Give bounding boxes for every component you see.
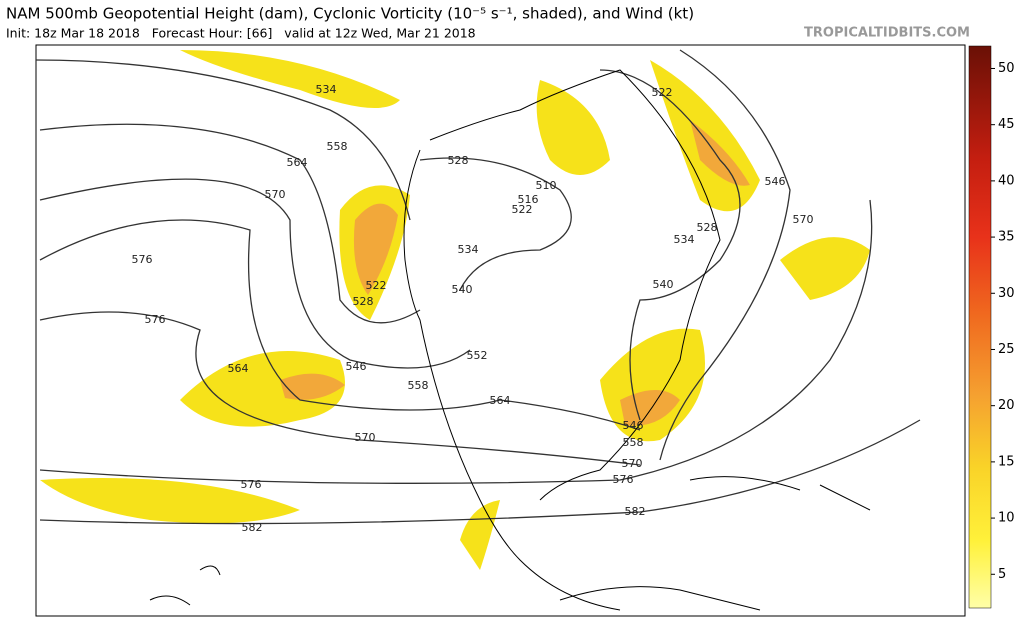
contour-label: 552 <box>467 349 488 362</box>
colorbar-tick-label: 10 <box>998 511 1015 526</box>
contour-label: 522 <box>366 279 387 292</box>
contour-label: 546 <box>623 419 644 432</box>
contour-label: 534 <box>316 83 337 96</box>
contour-label: 522 <box>512 203 533 216</box>
title: NAM 500mb Geopotential Height (dam), Cyc… <box>6 5 694 23</box>
site-credit: TROPICALTIDBITS.COM <box>804 26 970 41</box>
contour-label: 582 <box>625 505 646 518</box>
colorbar-tick-label: 5 <box>998 567 1006 582</box>
colorbar-tick-label: 40 <box>998 173 1015 188</box>
contour-labels: 5345645585285105165225225465705345285345… <box>132 83 814 534</box>
contour-label: 570 <box>622 457 643 470</box>
contour-label: 564 <box>287 156 308 169</box>
subtitle: Init: 18z Mar 18 2018 Forecast Hour: [66… <box>6 26 476 41</box>
map-frame <box>35 44 966 617</box>
contour-label: 510 <box>536 179 557 192</box>
colorbar-tick-label: 25 <box>998 342 1015 357</box>
colorbar-tick-label: 35 <box>998 230 1015 245</box>
map <box>36 49 921 611</box>
colorbar-tick-label: 15 <box>998 454 1015 469</box>
contour-label: 576 <box>145 313 166 326</box>
contour-label: 576 <box>241 478 262 491</box>
contour-label: 546 <box>346 360 367 373</box>
contour-label: 582 <box>242 521 263 534</box>
contour-label: 528 <box>448 154 469 167</box>
contour-label: 516 <box>518 193 539 206</box>
contour-label: 570 <box>265 188 286 201</box>
contour-label: 522 <box>652 86 673 99</box>
colorbar <box>968 45 992 609</box>
contour-label: 570 <box>793 213 814 226</box>
contour-label: 564 <box>228 362 249 375</box>
contour-label: 576 <box>132 253 153 266</box>
colorbar-tick-label: 20 <box>998 398 1015 413</box>
contour-label: 528 <box>697 221 718 234</box>
contour-label: 558 <box>327 140 348 153</box>
colorbar-tick-label: 45 <box>998 117 1015 132</box>
contour-label: 558 <box>408 379 429 392</box>
contour-label: 546 <box>765 175 786 188</box>
contour-label: 534 <box>458 243 479 256</box>
contour-label: 570 <box>355 431 376 444</box>
colorbar-tick-label: 50 <box>998 61 1015 76</box>
contour-label: 564 <box>490 394 511 407</box>
colorbar-tick-label: 30 <box>998 286 1015 301</box>
contour-label: 540 <box>653 278 674 291</box>
contour-label: 558 <box>623 436 644 449</box>
contour-label: 576 <box>613 473 634 486</box>
contour-label: 534 <box>674 233 695 246</box>
contour-label: 528 <box>353 295 374 308</box>
contour-label: 540 <box>452 283 473 296</box>
